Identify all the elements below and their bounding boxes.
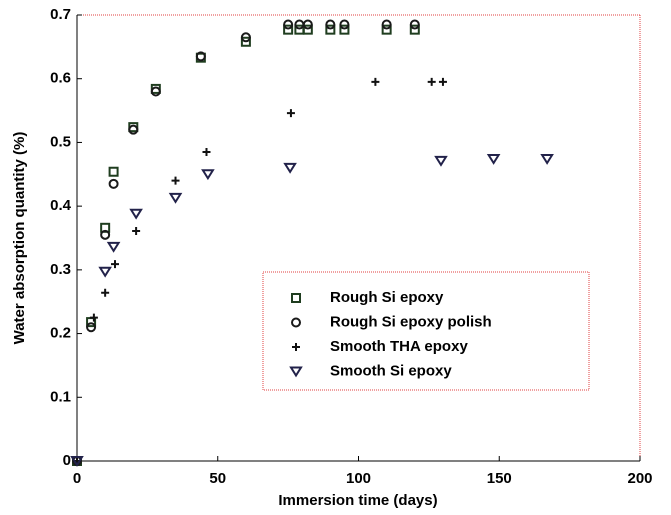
marker — [302, 19, 313, 30]
marker — [128, 124, 139, 135]
marker — [132, 226, 141, 235]
marker — [202, 147, 211, 156]
marker — [195, 51, 206, 62]
x-axis-label: Immersion time (days) — [278, 492, 437, 509]
marker — [540, 153, 554, 165]
x-tick-label: 100 — [346, 470, 371, 487]
marker — [302, 24, 313, 35]
legend-label: Rough Si epoxy polish — [330, 313, 492, 330]
y-tick-label: 0.4 — [50, 197, 72, 214]
marker — [339, 24, 350, 35]
marker — [70, 456, 84, 467]
marker — [101, 288, 110, 297]
marker — [409, 24, 420, 35]
marker — [168, 192, 183, 204]
legend-label: Rough Si epoxy — [330, 289, 444, 306]
y-tick-label: 0.1 — [50, 388, 71, 405]
marker — [438, 77, 447, 86]
y-tick-label: 0.3 — [50, 261, 71, 278]
legend-box — [262, 271, 590, 391]
marker — [171, 176, 180, 185]
marker — [100, 229, 111, 240]
marker — [283, 162, 297, 174]
marker — [283, 19, 294, 30]
y-tick-label: 0.7 — [50, 6, 71, 23]
marker — [111, 260, 120, 269]
x-tick-label: 50 — [209, 470, 226, 487]
marker — [381, 19, 392, 30]
x-tick-label: 150 — [487, 470, 512, 487]
legend-label: Smooth Si epoxy — [330, 362, 452, 379]
marker — [108, 166, 119, 177]
y-axis-label: Water absorption quantity (%) — [11, 132, 28, 345]
marker — [89, 313, 98, 322]
marker — [86, 322, 97, 333]
legend-label: Smooth THA epoxy — [330, 338, 468, 355]
marker — [150, 86, 161, 97]
marker — [286, 109, 295, 118]
marker — [434, 155, 448, 167]
marker — [201, 169, 215, 181]
x-tick-label: 0 — [73, 470, 81, 487]
marker — [325, 24, 336, 35]
marker — [486, 153, 501, 165]
y-tick-label: 0.2 — [50, 325, 71, 342]
marker — [427, 77, 436, 86]
marker — [381, 24, 392, 35]
marker — [106, 241, 121, 253]
marker — [240, 32, 251, 43]
marker — [291, 317, 301, 328]
y-tick-label: 0 — [63, 452, 71, 469]
marker — [129, 208, 143, 220]
marker — [291, 293, 301, 303]
marker — [371, 77, 380, 86]
marker — [339, 19, 350, 30]
marker — [325, 19, 336, 30]
marker — [409, 19, 420, 30]
marker — [292, 343, 300, 351]
y-tick-label: 0.6 — [50, 70, 71, 87]
marker — [294, 19, 305, 30]
marker — [289, 366, 303, 378]
x-tick-label: 200 — [627, 470, 652, 487]
marker — [108, 178, 119, 189]
marker — [240, 36, 251, 47]
y-tick-label: 0.5 — [50, 133, 71, 150]
marker — [98, 266, 112, 278]
marker — [283, 24, 294, 35]
